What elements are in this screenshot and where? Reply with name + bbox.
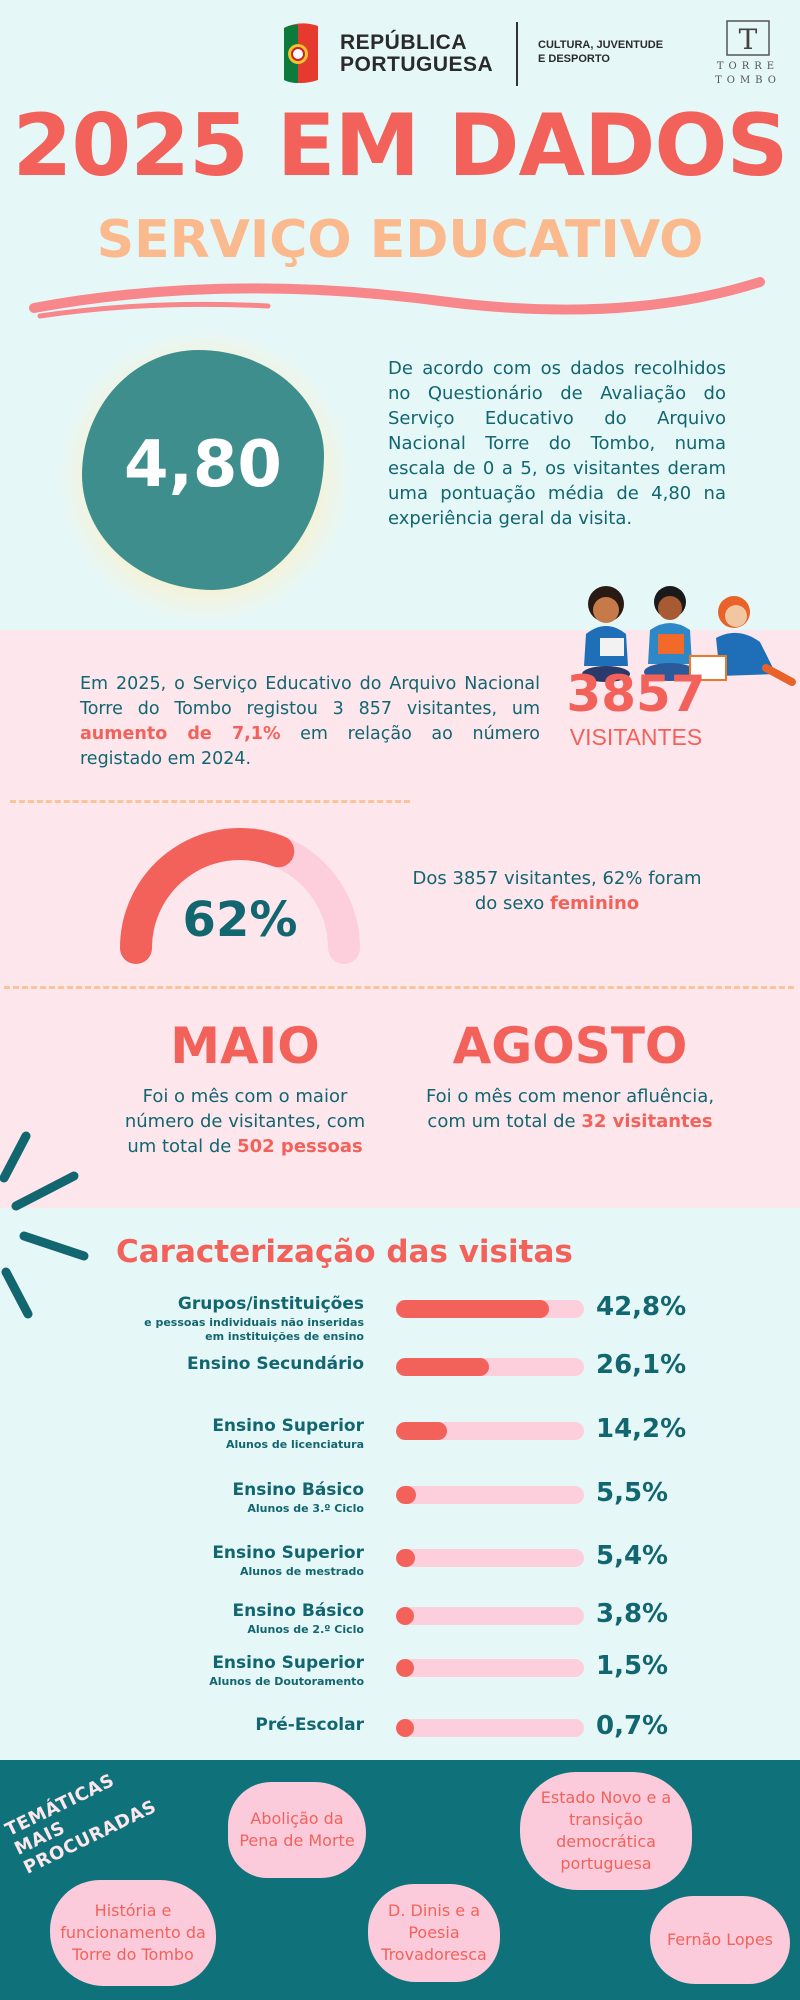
ministry-name: CULTURA, JUVENTUDE E DESPORTO <box>538 39 664 65</box>
visitors-description: Em 2025, o Serviço Educativo do Arquivo … <box>80 674 540 769</box>
score-description: De acordo com os dados recolhidos no Que… <box>388 358 726 529</box>
page-title: 2025 EM DADOS <box>12 96 789 196</box>
gender-description: Dos 3857 visitantes, 62% foram do sexo f… <box>412 868 702 914</box>
page-subtitle: SERVIÇO EDUCATIVO <box>96 210 704 270</box>
chart-bar-track <box>396 1358 584 1376</box>
chart-bar <box>396 1607 414 1625</box>
theme-bubble: Estado Novo e a transição democrática po… <box>520 1772 692 1890</box>
chart-bar-track <box>396 1719 584 1737</box>
gauge-fill <box>120 828 295 964</box>
chart-bar <box>396 1486 416 1504</box>
torre-tombo-logo-icon: T <box>726 20 770 56</box>
archive-name: TORRE TOMBO <box>715 61 781 86</box>
chart-bar-track <box>396 1486 584 1504</box>
chart-bar-track <box>396 1659 584 1677</box>
header-divider <box>516 22 518 86</box>
visitors-increase-highlight: aumento de 7,1% <box>80 724 281 744</box>
gauge-percent: 62% <box>182 892 298 948</box>
chart-category-label: Ensino Básico <box>232 1601 365 1621</box>
theme-bubble: D. Dinis e a Poesia Trovadoresca <box>368 1884 500 1982</box>
chart-title: Caracterização das visitas <box>116 1234 573 1270</box>
chart-bar <box>396 1422 447 1440</box>
female-percentage-gauge <box>120 828 360 964</box>
visitors-label: VISITANTES <box>569 724 703 750</box>
chart-category-label: Ensino Secundário <box>187 1354 364 1374</box>
max-month-title: MAIO <box>170 1017 320 1075</box>
chart-category-label: Ensino Superior <box>212 1653 364 1673</box>
chart-value-label: 1,5% <box>596 1651 669 1681</box>
visitors-number: 3857 <box>566 665 706 723</box>
theme-bubble: Fernão Lopes <box>650 1896 790 1984</box>
chart-bar <box>396 1549 416 1567</box>
chart-category-label: Ensino Superior <box>212 1416 364 1436</box>
min-month-highlight: 32 visitantes <box>581 1111 713 1132</box>
chart-value-label: 26,1% <box>596 1350 687 1380</box>
government-name: REPÚBLICA PORTUGUESA <box>340 31 494 76</box>
chart-value-label: 0,7% <box>596 1711 669 1741</box>
chart-bar <box>396 1300 549 1318</box>
chart-bar <box>396 1719 414 1737</box>
chart-value-label: 14,2% <box>596 1414 687 1444</box>
chart-category-label: Grupos/instituições <box>177 1294 364 1314</box>
chart-bar-track <box>396 1422 584 1440</box>
chart-subcategory-label: Alunos de 3.º Ciclo <box>247 1502 364 1515</box>
chart-value-label: 3,8% <box>596 1599 669 1629</box>
theme-bubble: História e funcionamento da Torre do Tom… <box>50 1880 216 1986</box>
chart-category-label: Pré-Escolar <box>255 1715 364 1735</box>
portugal-flag-logo <box>284 23 318 83</box>
chart-subcategory-label: Alunos de mestrado <box>239 1565 364 1578</box>
chart-value-label: 5,4% <box>596 1541 669 1571</box>
max-month-highlight: 502 pessoas <box>237 1136 363 1157</box>
chart-subcategory-label: Alunos de 2.º Ciclo <box>247 1623 364 1636</box>
chart-subcategory-label: Alunos de licenciatura <box>225 1438 364 1451</box>
score-value: 4,80 <box>124 428 282 502</box>
chart-category-label: Ensino Superior <box>212 1543 364 1563</box>
chart-subcategory-label: e pessoas individuais não inseridas em i… <box>144 1316 364 1343</box>
score-blob <box>82 350 324 590</box>
chart-bar-track <box>396 1549 584 1567</box>
dashed-divider <box>10 800 410 803</box>
gender-highlight: feminino <box>550 893 640 914</box>
min-month-title: AGOSTO <box>452 1017 688 1075</box>
decorative-swoosh <box>29 277 765 319</box>
decorative-rays <box>0 1131 89 1319</box>
chart-bar <box>396 1659 414 1677</box>
theme-bubble: Abolição da Pena de Morte <box>228 1782 366 1878</box>
archive-logo-letter: T <box>739 23 758 56</box>
chart-value-label: 5,5% <box>596 1478 669 1508</box>
chart-bar <box>396 1358 490 1376</box>
min-month-description: Foi o mês com menor afluência, com um to… <box>425 1086 715 1132</box>
chart-category-label: Ensino Básico <box>232 1480 365 1500</box>
chart-subcategory-label: Alunos de Doutoramento <box>209 1675 364 1688</box>
max-month-description: Foi o mês com o maior número de visitant… <box>124 1086 366 1157</box>
chart-value-label: 42,8% <box>596 1292 687 1322</box>
chart-bar-track <box>396 1300 584 1318</box>
chart-bar-track <box>396 1607 584 1625</box>
children-reading-illustration <box>582 586 796 686</box>
dashed-divider <box>4 986 794 989</box>
